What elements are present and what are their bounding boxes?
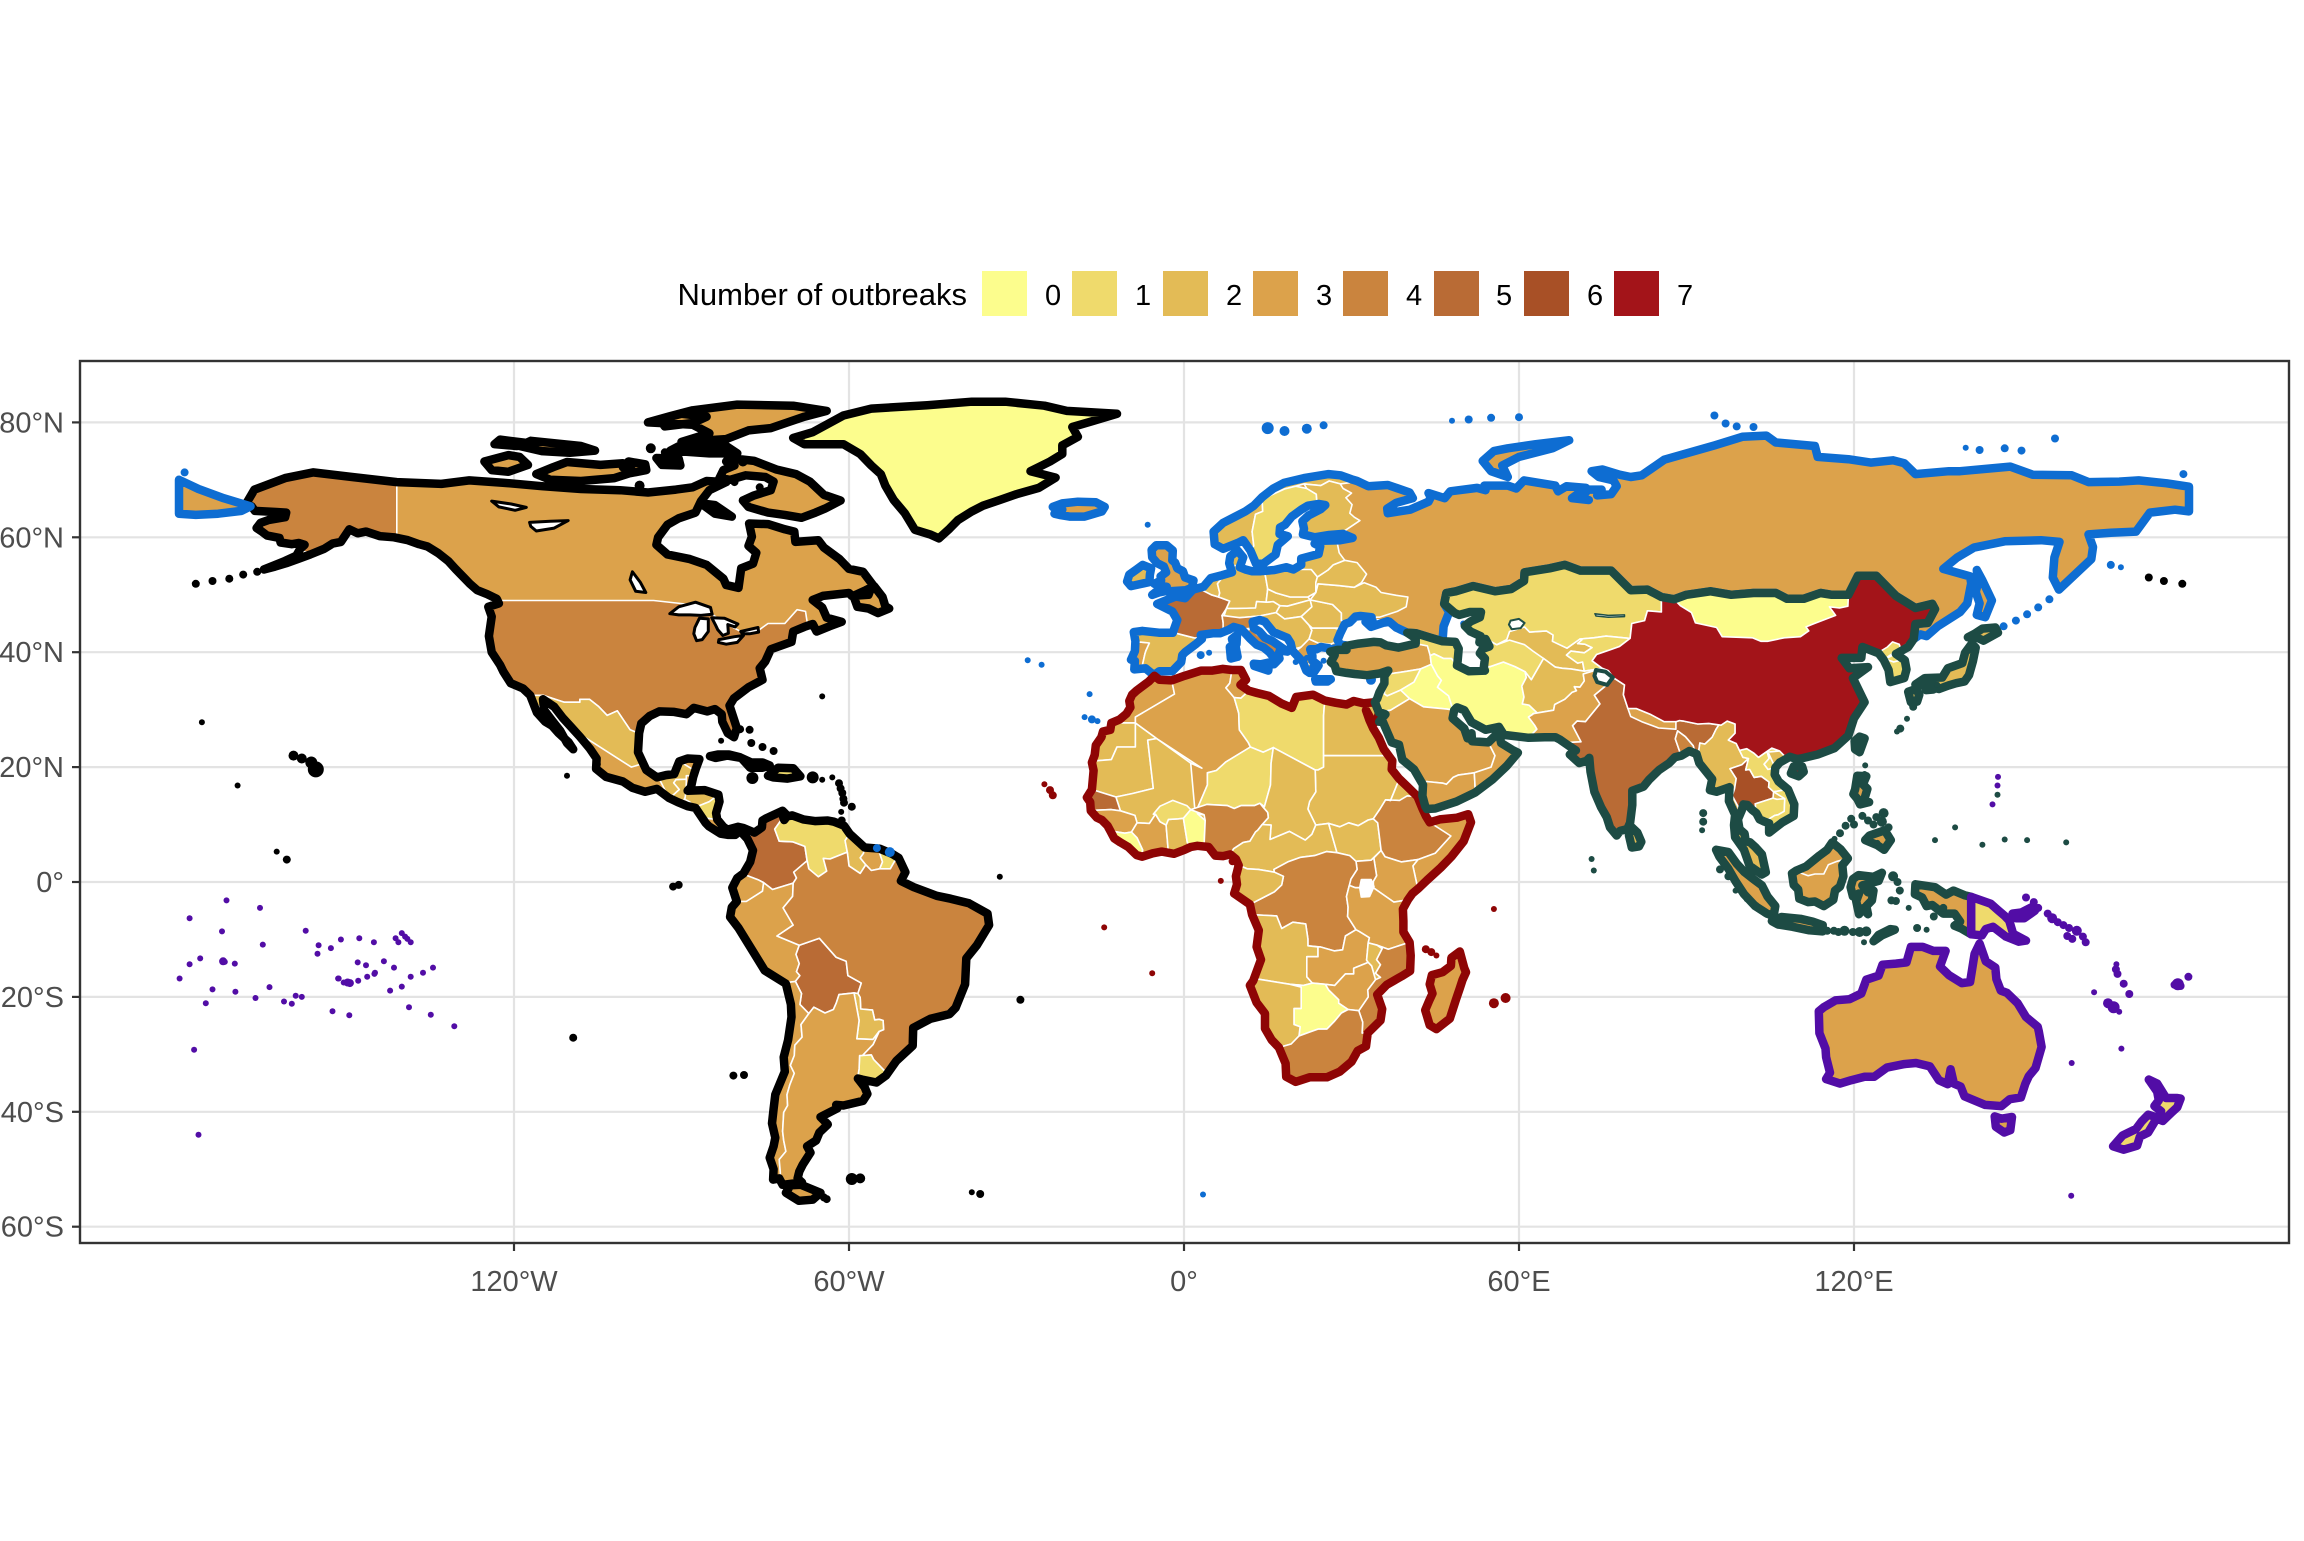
svg-text:40°N: 40°N [0, 637, 64, 669]
svg-text:120°E: 120°E [1814, 1266, 1893, 1298]
svg-text:120°W: 120°W [470, 1266, 558, 1298]
svg-text:60°E: 60°E [1487, 1266, 1550, 1298]
svg-text:60°N: 60°N [0, 522, 64, 554]
svg-text:6: 6 [1587, 280, 1603, 312]
svg-text:7: 7 [1677, 280, 1693, 312]
svg-text:20°N: 20°N [0, 752, 64, 784]
svg-text:Number of outbreaks: Number of outbreaks [678, 277, 967, 312]
svg-text:40°S: 40°S [1, 1097, 64, 1129]
svg-text:1: 1 [1135, 280, 1151, 312]
svg-text:3: 3 [1316, 280, 1332, 312]
svg-text:5: 5 [1496, 280, 1512, 312]
svg-text:60°S: 60°S [1, 1212, 64, 1244]
svg-text:0°: 0° [36, 867, 64, 899]
svg-text:0: 0 [1045, 280, 1061, 312]
svg-text:0°: 0° [1170, 1266, 1198, 1298]
svg-text:2: 2 [1226, 280, 1242, 312]
svg-text:20°S: 20°S [1, 982, 64, 1014]
svg-text:80°N: 80°N [0, 407, 64, 439]
svg-text:4: 4 [1406, 280, 1422, 312]
svg-text:60°W: 60°W [813, 1266, 885, 1298]
